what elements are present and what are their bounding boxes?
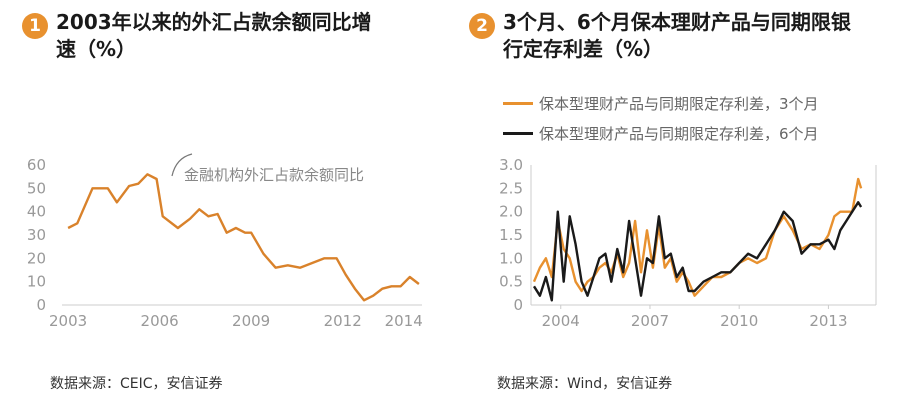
y-tick-label: 40 bbox=[27, 203, 46, 221]
y-tick-label: 1.5 bbox=[499, 226, 523, 244]
panel-number-badge: 2 bbox=[469, 13, 495, 39]
series-line-1 bbox=[67, 173, 420, 302]
y-tick-label: 0 bbox=[36, 296, 46, 314]
x-tick-label: 2010 bbox=[720, 312, 758, 330]
legend-label: 保本型理财产品与同期限定存利差，3个月 bbox=[539, 94, 819, 113]
legend-label: 保本型理财产品与同期限定存利差，6个月 bbox=[539, 124, 819, 143]
source-note: 数据来源：CEIC，安信证券 bbox=[50, 376, 223, 392]
panel-number-badge: 1 bbox=[22, 13, 48, 39]
y-tick-label: 20 bbox=[27, 249, 46, 267]
legend-item-6m: 保本型理财产品与同期限定存利差，6个月 bbox=[503, 118, 819, 148]
y-tick-label: 0.5 bbox=[499, 273, 523, 291]
x-tick-label: 2006 bbox=[141, 312, 179, 330]
legend-item-3m: 保本型理财产品与同期限定存利差，3个月 bbox=[503, 88, 819, 118]
chart-title-line1: 3个月、6个月保本理财产品与同期限银 bbox=[503, 10, 851, 34]
wmp-spread-line-chart: 0 0.5 1.0 1.5 2.0 2.5 3.0 2004 2007 2010 2013 bbox=[499, 156, 877, 330]
x-tick-label: 2012 bbox=[324, 312, 362, 330]
legend-swatch-orange bbox=[503, 101, 533, 105]
y-tick-label: 1.0 bbox=[499, 249, 523, 267]
series-annotation: 金融机构外汇占款余额同比 bbox=[184, 166, 364, 184]
series-line-2 bbox=[532, 201, 863, 302]
legend-swatch-black bbox=[503, 131, 533, 135]
y-tick-label: 3.0 bbox=[499, 156, 523, 174]
chart-title-line2: 行定存利差（%） bbox=[503, 37, 664, 61]
y-tick-label: 30 bbox=[27, 226, 46, 244]
chart-title-line2: 速（%） bbox=[56, 37, 137, 61]
x-tick-label: 2014 bbox=[385, 312, 423, 330]
chart-panel-wmp-spread: 2 3个月、6个月保本理财产品与同期限银 行定存利差（%） 保本型理财产品与同期… bbox=[455, 0, 900, 404]
y-tick-label: 60 bbox=[27, 156, 46, 174]
x-tick-label: 2003 bbox=[49, 312, 87, 330]
y-tick-label: 50 bbox=[27, 179, 46, 197]
x-tick-label: 2004 bbox=[542, 312, 580, 330]
x-tick-label: 2013 bbox=[809, 312, 847, 330]
chart-title: 2003年以来的外汇占款余额同比增 速（%） bbox=[56, 9, 372, 63]
annotation-leader-line bbox=[171, 153, 193, 177]
y-tick-label: 2.5 bbox=[499, 179, 523, 197]
fx-holdings-line-chart: 0 10 20 30 40 50 60 2003 2006 2009 2012 2014 金融机构外汇占… bbox=[27, 153, 423, 330]
chart-panel-fx-holdings: 1 2003年以来的外汇占款余额同比增 速（%） 0 10 20 30 40 50 60 20… bbox=[22, 9, 423, 392]
x-tick-label: 2009 bbox=[232, 312, 270, 330]
y-tick-label: 10 bbox=[27, 273, 46, 291]
y-tick-label: 0 bbox=[513, 296, 523, 314]
chart-title: 3个月、6个月保本理财产品与同期限银 行定存利差（%） bbox=[503, 9, 851, 63]
series-line-1 bbox=[532, 177, 863, 297]
source-note: 数据来源：Wind，安信证券 bbox=[497, 376, 673, 392]
x-tick-label: 2007 bbox=[631, 312, 669, 330]
chart-legend: 保本型理财产品与同期限定存利差，3个月 保本型理财产品与同期限定存利差，6个月 bbox=[503, 88, 819, 148]
chart-title-line1: 2003年以来的外汇占款余额同比增 bbox=[56, 10, 372, 34]
y-tick-label: 2.0 bbox=[499, 203, 523, 221]
